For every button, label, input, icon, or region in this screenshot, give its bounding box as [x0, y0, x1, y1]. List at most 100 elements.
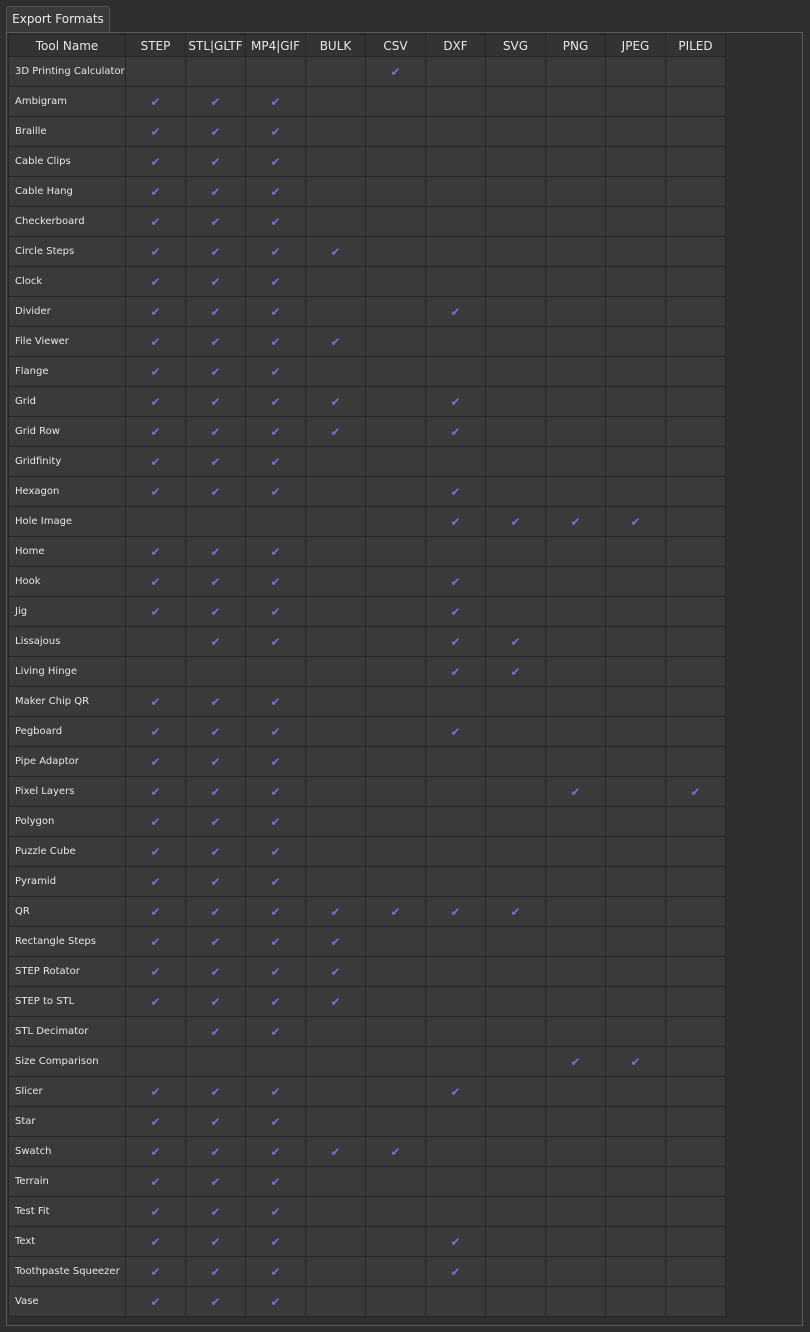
- format-cell: [545, 1256, 606, 1287]
- table-row[interactable]: QR ✔ ✔ ✔ ✔ ✔ ✔ ✔: [8, 896, 726, 927]
- format-cell: [605, 86, 666, 117]
- table-row[interactable]: STL Decimator ✔ ✔: [8, 1016, 726, 1047]
- table-row[interactable]: Pipe Adaptor ✔ ✔ ✔: [8, 746, 726, 777]
- format-cell: [665, 896, 726, 927]
- checkmark-icon: ✔: [210, 394, 221, 409]
- column-header-dxf[interactable]: DXF: [425, 34, 486, 57]
- table-row[interactable]: Star ✔ ✔ ✔: [8, 1106, 726, 1137]
- format-cell: ✔: [125, 1106, 186, 1137]
- checkmark-icon: ✔: [270, 934, 281, 949]
- column-header-csv[interactable]: CSV: [365, 34, 426, 57]
- table-row[interactable]: Hole Image ✔ ✔ ✔ ✔: [8, 506, 726, 537]
- format-cell: [665, 1076, 726, 1107]
- table-row[interactable]: Puzzle Cube ✔ ✔ ✔: [8, 836, 726, 867]
- tab-export-formats[interactable]: Export Formats: [6, 6, 110, 32]
- table-row[interactable]: 3D Printing Calculator ✔: [8, 56, 726, 87]
- table-row[interactable]: Hexagon ✔ ✔ ✔ ✔: [8, 476, 726, 507]
- column-header-stl-gltf[interactable]: STL|GLTF: [185, 34, 246, 57]
- format-cell: [545, 1076, 606, 1107]
- format-cell: [665, 1106, 726, 1137]
- table-row[interactable]: Cable Hang ✔ ✔ ✔: [8, 176, 726, 207]
- table-row[interactable]: Home ✔ ✔ ✔: [8, 536, 726, 567]
- format-cell: [545, 1106, 606, 1137]
- table-row[interactable]: Flange ✔ ✔ ✔: [8, 356, 726, 387]
- format-cell: [545, 956, 606, 987]
- format-cell: [605, 986, 666, 1017]
- table-row[interactable]: Circle Steps ✔ ✔ ✔ ✔: [8, 236, 726, 267]
- table-row[interactable]: Toothpaste Squeezer ✔ ✔ ✔ ✔: [8, 1256, 726, 1287]
- format-cell: [425, 326, 486, 357]
- table-row[interactable]: Pixel Layers ✔ ✔ ✔ ✔ ✔: [8, 776, 726, 807]
- format-cell: [605, 1076, 666, 1107]
- table-row[interactable]: Maker Chip QR ✔ ✔ ✔: [8, 686, 726, 717]
- column-header-tool-name[interactable]: Tool Name: [8, 34, 126, 57]
- table-row[interactable]: Living Hinge ✔ ✔: [8, 656, 726, 687]
- checkmark-icon: ✔: [450, 394, 461, 409]
- table-row[interactable]: Size Comparison ✔ ✔: [8, 1046, 726, 1077]
- checkmark-icon: ✔: [150, 274, 161, 289]
- format-cell: [365, 1076, 426, 1107]
- table-row[interactable]: Clock ✔ ✔ ✔: [8, 266, 726, 297]
- table-row[interactable]: Terrain ✔ ✔ ✔: [8, 1166, 726, 1197]
- format-cell: ✔: [125, 1286, 186, 1317]
- table-row[interactable]: Divider ✔ ✔ ✔ ✔: [8, 296, 726, 327]
- format-cell: [365, 596, 426, 627]
- column-header-step[interactable]: STEP: [125, 34, 186, 57]
- tool-name-cell: Hook: [8, 566, 126, 597]
- table-row[interactable]: Swatch ✔ ✔ ✔ ✔ ✔: [8, 1136, 726, 1167]
- format-cell: ✔: [665, 776, 726, 807]
- table-row[interactable]: Braille ✔ ✔ ✔: [8, 116, 726, 147]
- format-cell: ✔: [185, 1076, 246, 1107]
- format-cell: ✔: [185, 596, 246, 627]
- column-header-bulk[interactable]: BULK: [305, 34, 366, 57]
- table-row[interactable]: STEP Rotator ✔ ✔ ✔ ✔: [8, 956, 726, 987]
- format-cell: ✔: [125, 326, 186, 357]
- table-row[interactable]: Gridfinity ✔ ✔ ✔: [8, 446, 726, 477]
- format-cell: ✔: [245, 926, 306, 957]
- format-cell: [605, 56, 666, 87]
- table-row[interactable]: Lissajous ✔ ✔ ✔ ✔: [8, 626, 726, 657]
- table-row[interactable]: Grid ✔ ✔ ✔ ✔ ✔: [8, 386, 726, 417]
- table-row[interactable]: Grid Row ✔ ✔ ✔ ✔ ✔: [8, 416, 726, 447]
- checkmark-icon: ✔: [150, 874, 161, 889]
- format-cell: [665, 596, 726, 627]
- format-cell: [545, 86, 606, 117]
- format-cell: [485, 86, 546, 117]
- table-row[interactable]: Cable Clips ✔ ✔ ✔: [8, 146, 726, 177]
- column-header-jpeg[interactable]: JPEG: [605, 34, 666, 57]
- checkmark-icon: ✔: [150, 1204, 161, 1219]
- format-cell: ✔: [245, 626, 306, 657]
- table-row[interactable]: Hook ✔ ✔ ✔ ✔: [8, 566, 726, 597]
- table-row[interactable]: Checkerboard ✔ ✔ ✔: [8, 206, 726, 237]
- checkmark-icon: ✔: [630, 1054, 641, 1069]
- column-header-png[interactable]: PNG: [545, 34, 606, 57]
- format-cell: [305, 86, 366, 117]
- table-row[interactable]: Test Fit ✔ ✔ ✔: [8, 1196, 726, 1227]
- column-header-piled[interactable]: PILED: [665, 34, 726, 57]
- format-cell: ✔: [185, 446, 246, 477]
- format-cell: ✔: [305, 236, 366, 267]
- format-cell: [605, 1016, 666, 1047]
- table-row[interactable]: Rectangle Steps ✔ ✔ ✔ ✔: [8, 926, 726, 957]
- table-row[interactable]: Jig ✔ ✔ ✔ ✔: [8, 596, 726, 627]
- format-cell: ✔: [305, 416, 366, 447]
- table-row[interactable]: Pyramid ✔ ✔ ✔: [8, 866, 726, 897]
- table-row[interactable]: Ambigram ✔ ✔ ✔: [8, 86, 726, 117]
- table-row[interactable]: File Viewer ✔ ✔ ✔ ✔: [8, 326, 726, 357]
- format-cell: ✔: [425, 386, 486, 417]
- tool-name-cell: Cable Clips: [8, 146, 126, 177]
- table-row[interactable]: Pegboard ✔ ✔ ✔ ✔: [8, 716, 726, 747]
- column-header-svg[interactable]: SVG: [485, 34, 546, 57]
- format-cell: ✔: [185, 1286, 246, 1317]
- format-cell: [485, 116, 546, 147]
- table-row[interactable]: Text ✔ ✔ ✔ ✔: [8, 1226, 726, 1257]
- format-cell: [605, 566, 666, 597]
- format-cell: [605, 686, 666, 717]
- table-row[interactable]: Vase ✔ ✔ ✔: [8, 1286, 726, 1317]
- table-row[interactable]: Polygon ✔ ✔ ✔: [8, 806, 726, 837]
- checkmark-icon: ✔: [270, 724, 281, 739]
- format-cell: [305, 1256, 366, 1287]
- table-row[interactable]: Slicer ✔ ✔ ✔ ✔: [8, 1076, 726, 1107]
- column-header-mp4-gif[interactable]: MP4|GIF: [245, 34, 306, 57]
- table-row[interactable]: STEP to STL ✔ ✔ ✔ ✔: [8, 986, 726, 1017]
